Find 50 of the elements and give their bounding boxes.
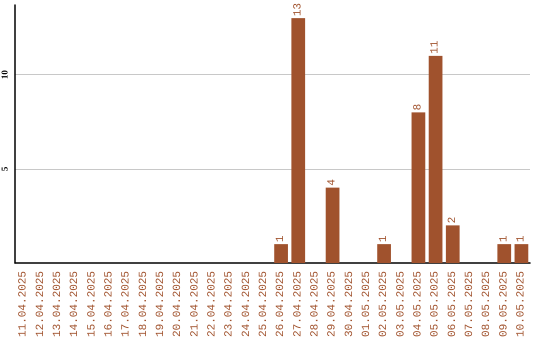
x-tick-label: 03.05.2025 [395,270,408,338]
x-tick-label: 26.04.2025 [275,270,288,338]
data-label: 8 [412,104,424,110]
x-tick-label: 28.04.2025 [309,270,322,338]
x-tick-label: 08.05.2025 [481,270,494,338]
x-tick-label: 16.04.2025 [103,270,116,338]
x-tick-label: 15.04.2025 [86,270,98,338]
bar [428,56,442,263]
bar [446,225,460,263]
data-label: 1 [498,235,510,242]
x-tick-label: 22.04.2025 [206,270,218,338]
x-tick-label: 29.04.2025 [326,270,339,338]
data-label: 2 [446,216,459,224]
data-label: 1 [515,235,528,242]
x-tick-label: 09.05.2025 [498,270,510,338]
x-tick-label: 10.05.2025 [515,270,528,338]
data-label: 4 [326,178,339,186]
x-tick-label: 12.04.2025 [34,270,47,338]
x-tick-label: 19.04.2025 [154,270,167,338]
x-tick-label: 14.04.2025 [69,270,82,338]
y-tick-label: 5 [0,166,10,172]
bar [412,112,426,263]
x-tick-label: 30.04.2025 [344,270,356,338]
bar [514,244,528,263]
x-tick-label: 20.04.2025 [172,270,184,338]
x-tick-label: 04.05.2025 [412,270,424,338]
x-tick-label: 11.04.2025 [18,270,30,338]
x-tick-label: 01.05.2025 [360,270,373,338]
x-tick-label: 13.04.2025 [52,270,64,338]
x-tick-label: 07.05.2025 [464,270,476,338]
x-tick-label: 24.04.2025 [240,270,253,338]
x-tick-label: 27.04.2025 [292,270,304,338]
x-tick-label: 25.04.2025 [258,270,270,338]
x-tick-label: 06.05.2025 [446,270,459,338]
bar [326,188,340,263]
bar [377,244,391,263]
x-tick-label: 21.04.2025 [189,270,202,338]
data-label: 1 [275,235,288,242]
y-tick-label: 10 [0,70,10,80]
data-label: 13 [292,2,304,16]
bar [497,244,512,263]
x-tick-label: 05.05.2025 [430,270,442,338]
x-tick-label: 18.04.2025 [138,270,150,338]
bar [274,244,288,263]
data-label: 1 [378,235,390,242]
x-tick-label: 17.04.2025 [120,270,133,338]
bar [291,18,306,263]
x-tick-label: 23.04.2025 [224,270,236,338]
x-tick-label: 02.05.2025 [378,270,390,338]
data-label: 11 [430,40,442,54]
